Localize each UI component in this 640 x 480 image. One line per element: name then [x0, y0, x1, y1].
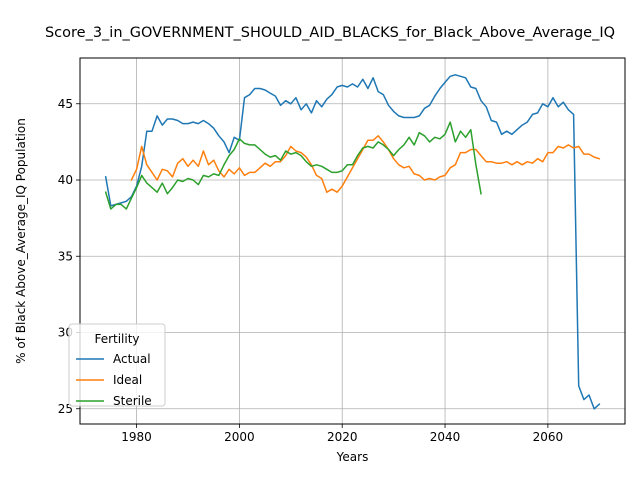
legend: Fertility Actual Ideal Sterile [68, 323, 166, 408]
y-tick-label: 35 [58, 249, 73, 263]
grid [80, 58, 625, 424]
legend-label-actual: Actual [113, 352, 151, 366]
legend-label-sterile: Sterile [113, 394, 152, 408]
series-lines [104, 74, 601, 410]
x-tick-label: 2060 [533, 430, 564, 444]
x-tick-label: 1980 [121, 430, 152, 444]
x-tick-label: 2000 [224, 430, 255, 444]
plot-frame [79, 57, 626, 425]
y-tick-label: 40 [58, 173, 73, 187]
y-tick-label: 45 [58, 97, 73, 111]
y-axis-label: % of Black Above_Average_IQ Population [14, 118, 28, 364]
series-line-sterile [104, 121, 482, 210]
legend-label-ideal: Ideal [113, 373, 142, 387]
legend-items: Actual Ideal Sterile [76, 352, 152, 408]
series-line-ideal [130, 135, 601, 193]
legend-title: Fertility [94, 332, 139, 346]
x-tick-label: 2040 [430, 430, 461, 444]
x-axis-label: Years [336, 450, 369, 464]
x-tick-label: 2020 [327, 430, 358, 444]
series-line-actual [104, 74, 601, 410]
chart-title: Score_3_in_GOVERNMENT_SHOULD_AID_BLACKS_… [45, 25, 615, 41]
legend-box [68, 323, 166, 407]
